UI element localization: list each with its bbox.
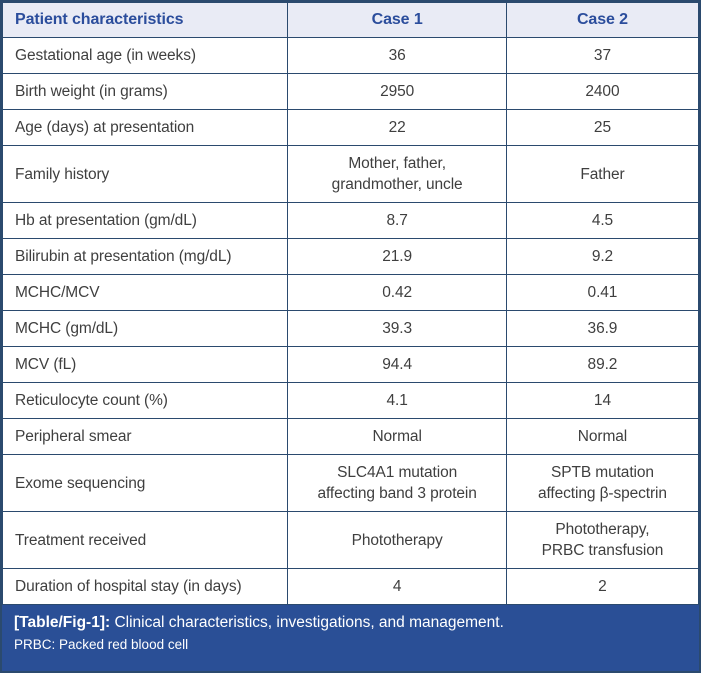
row-label: Reticulocyte count (%) (2, 382, 289, 419)
row-label: Exome sequencing (2, 454, 289, 512)
row-label: Bilirubin at presentation (mg/dL) (2, 238, 289, 275)
row-label: Treatment received (2, 511, 289, 569)
case1-value: Normal (287, 418, 507, 455)
table-row: Peripheral smear Normal Normal (2, 418, 699, 455)
case2-value: 25 (505, 109, 699, 146)
caption-footnote: PRBC: Packed red blood cell (14, 637, 189, 652)
case2-value: SPTB mutation affecting β-spectrin (505, 454, 699, 512)
column-header-patient-characteristics: Patient characteristics (2, 2, 289, 38)
row-label: Family history (2, 145, 289, 203)
case1-value: 8.7 (287, 202, 507, 239)
patient-characteristics-table: Patient characteristics Case 1 Case 2 Ge… (2, 2, 699, 605)
case1-value: 0.42 (287, 274, 507, 311)
table-row: Treatment received Phototherapy Photothera… (2, 511, 699, 569)
row-label: Duration of hospital stay (in days) (2, 568, 289, 605)
case2-value: Phototherapy, PRBC transfusion (505, 511, 699, 569)
column-header-case-1: Case 1 (287, 2, 507, 38)
table-body: Gestational age (in weeks) 36 37 Birth weig… (2, 37, 699, 605)
row-label: MCV (fL) (2, 346, 289, 383)
table-row: MCV (fL) 94.4 89.2 (2, 346, 699, 383)
case2-value: 14 (505, 382, 699, 419)
case1-value: Mother, father, grandmother, uncle (287, 145, 507, 203)
case1-value: 4.1 (287, 382, 507, 419)
table-row: Duration of hospital stay (in days) 4 2 (2, 568, 699, 605)
row-label: Peripheral smear (2, 418, 289, 455)
row-label: Hb at presentation (gm/dL) (2, 202, 289, 239)
case2-value: 36.9 (505, 310, 699, 347)
table-row: Family history Mother, father, grandmothe… (2, 145, 699, 203)
case1-value: 39.3 (287, 310, 507, 347)
table-row: Bilirubin at presentation (mg/dL) 21.9 9.2 (2, 238, 699, 275)
case2-value: 0.41 (505, 274, 699, 311)
caption-title-line: [Table/Fig-1]: Clinical characteristics,… (14, 613, 687, 633)
case1-value: 36 (287, 37, 507, 74)
table-row: MCHC (gm/dL) 39.3 36.9 (2, 310, 699, 347)
case1-value: 94.4 (287, 346, 507, 383)
table-row: Gestational age (in weeks) 36 37 (2, 37, 699, 74)
caption-text: Clinical characteristics, investigations… (114, 614, 504, 631)
table-row: Birth weight (in grams) 2950 2400 (2, 73, 699, 110)
case1-value: 2950 (287, 73, 507, 110)
row-label: MCHC/MCV (2, 274, 289, 311)
column-header-case-2: Case 2 (505, 2, 699, 38)
table-row: Age (days) at presentation 22 25 (2, 109, 699, 146)
case2-value: Father (505, 145, 699, 203)
case1-value: 21.9 (287, 238, 507, 275)
case1-value: Phototherapy (287, 511, 507, 569)
table-row: MCHC/MCV 0.42 0.41 (2, 274, 699, 311)
caption-figure-label: [Table/Fig-1]: (14, 614, 111, 631)
table-row: Reticulocyte count (%) 4.1 14 (2, 382, 699, 419)
case2-value: 89.2 (505, 346, 699, 383)
case2-value: 4.5 (505, 202, 699, 239)
case2-value: 37 (505, 37, 699, 74)
table-row: Hb at presentation (gm/dL) 8.7 4.5 (2, 202, 699, 239)
row-label: Gestational age (in weeks) (2, 37, 289, 74)
case1-value: SLC4A1 mutation affecting band 3 protein (287, 454, 507, 512)
case2-value: Normal (505, 418, 699, 455)
case2-value: 9.2 (505, 238, 699, 275)
case2-value: 2400 (505, 73, 699, 110)
case1-value: 4 (287, 568, 507, 605)
case2-value: 2 (505, 568, 699, 605)
row-label: Age (days) at presentation (2, 109, 289, 146)
case1-value: 22 (287, 109, 507, 146)
table-row: Exome sequencing SLC4A1 mutation affectin… (2, 454, 699, 512)
row-label: Birth weight (in grams) (2, 73, 289, 110)
table-caption: [Table/Fig-1]: Clinical characteristics,… (2, 605, 699, 671)
row-label: MCHC (gm/dL) (2, 310, 289, 347)
table-header-row: Patient characteristics Case 1 Case 2 (2, 2, 699, 38)
